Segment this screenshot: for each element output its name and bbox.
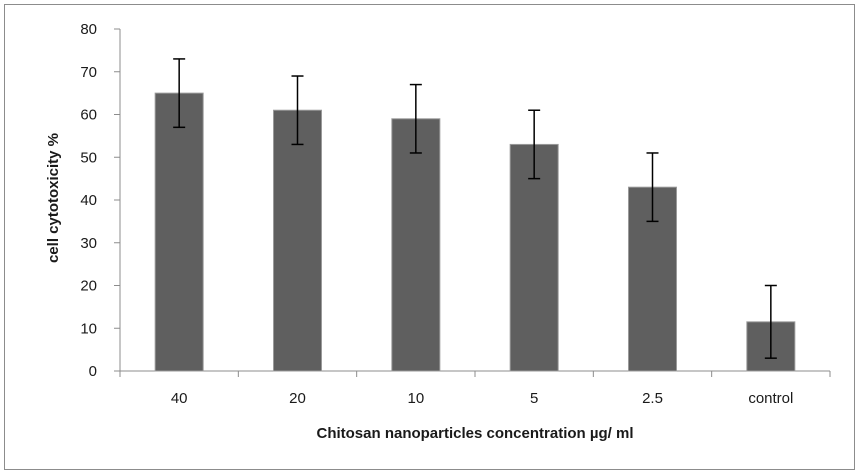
y-tick-label: 10: [80, 320, 97, 337]
y-tick-label: 0: [89, 363, 97, 380]
error-bars: [173, 58, 777, 359]
bar: [154, 92, 204, 372]
y-tick-label: 20: [80, 278, 97, 295]
x-tick-label: 2.5: [642, 390, 663, 407]
y-tick-label: 60: [80, 107, 97, 124]
x-tick-label: 40: [171, 390, 188, 407]
bars: [154, 92, 796, 372]
y-axis-title: cell cytotoxicity %: [45, 133, 62, 263]
y-tick-label: 40: [80, 192, 97, 209]
x-tick-label: 10: [407, 390, 424, 407]
y-tick-label: 30: [80, 235, 97, 252]
y-tick-label: 70: [80, 64, 97, 81]
tick-labels: 0 10 20 30 40 50 60 70 80 40 20 10 5 2.5 control: [80, 21, 793, 407]
axes: [114, 28, 831, 377]
x-tick-label: 5: [530, 390, 538, 407]
y-tick-label: 50: [80, 149, 97, 166]
y-tick-label: 80: [80, 21, 97, 38]
bar: [273, 109, 322, 372]
x-tick-label: control: [748, 390, 793, 407]
x-axis-title: Chitosan nanoparticles concentration µg/…: [316, 425, 633, 442]
x-tick-label: 20: [289, 390, 306, 407]
bar: [391, 118, 441, 372]
